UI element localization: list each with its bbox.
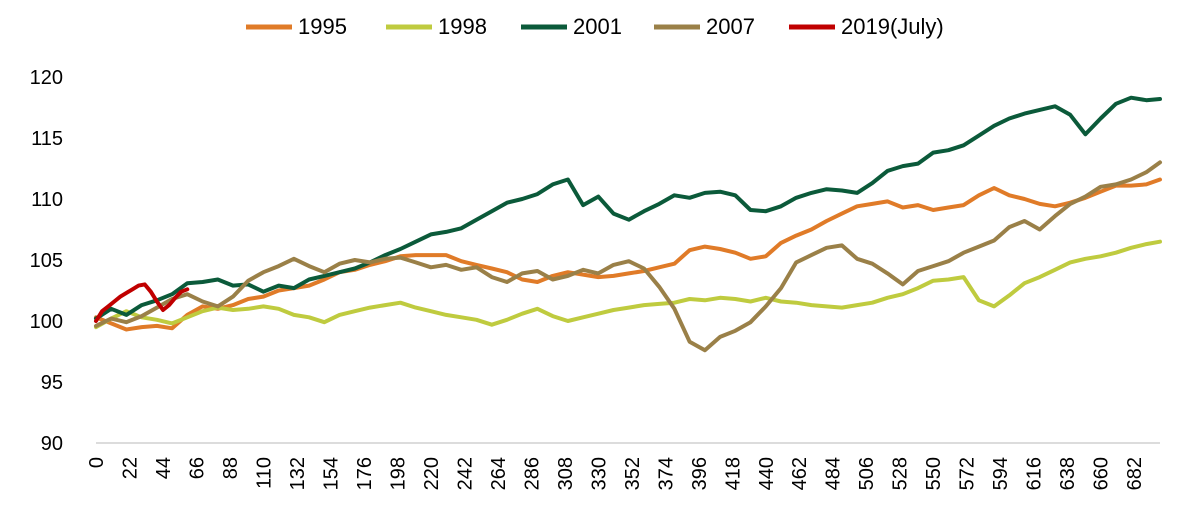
x-tick-label: 396	[689, 457, 711, 490]
x-tick-label: 638	[1057, 457, 1079, 490]
x-tick-label: 594	[990, 457, 1012, 490]
x-tick-label: 264	[488, 457, 510, 490]
x-tick-label: 198	[387, 457, 409, 490]
x-tick-label: 66	[186, 457, 208, 479]
x-tick-label: 616	[1024, 457, 1046, 490]
legend-label-2001: 2001	[573, 14, 622, 39]
y-tick-label: 120	[30, 67, 63, 89]
x-tick-label: 88	[220, 457, 242, 479]
series-line-1995	[94, 177, 1162, 332]
y-tick-label: 110	[31, 189, 63, 211]
x-tick-label: 682	[1124, 457, 1146, 490]
legend-label-1995: 1995	[298, 14, 347, 39]
legend-label-2007: 2007	[706, 14, 755, 39]
x-tick-label: 176	[354, 457, 376, 490]
x-tick-label: 418	[722, 457, 744, 490]
x-tick-label: 220	[421, 457, 443, 490]
x-tick-label: 0	[86, 457, 108, 468]
x-tick-label: 572	[957, 457, 979, 490]
y-tick-label: 100	[30, 311, 63, 333]
x-tick-label: 462	[789, 457, 811, 490]
x-tick-label: 550	[923, 457, 945, 490]
x-tick-label: 132	[287, 457, 309, 490]
y-tick-label: 90	[41, 433, 63, 455]
x-tick-label: 660	[1091, 457, 1113, 490]
series-line-2007	[94, 160, 1162, 353]
x-tick-label: 440	[756, 457, 778, 490]
x-tick-label: 484	[823, 457, 845, 490]
y-tick-label: 115	[31, 128, 63, 150]
x-tick-label: 330	[588, 457, 610, 490]
x-tick-label: 374	[655, 457, 677, 490]
series-line-2001	[94, 95, 1162, 321]
x-tick-label: 528	[890, 457, 912, 490]
x-tick-label: 22	[119, 457, 141, 479]
y-tick-label: 95	[41, 372, 63, 394]
x-tick-label: 506	[856, 457, 878, 490]
series-line-2019-july	[94, 282, 190, 323]
x-tick-label: 286	[521, 457, 543, 490]
chart-legend: 1995 1998 2001 2007 2019(July)	[246, 14, 944, 39]
x-tick-label: 352	[622, 457, 644, 490]
legend-label-1998: 1998	[438, 14, 487, 39]
series-line-1998	[94, 239, 1162, 330]
x-tick-label: 242	[454, 457, 476, 490]
x-tick-label: 44	[153, 457, 175, 479]
y-axis: 90 95 100 105 110 115 120	[30, 67, 63, 455]
legend-label-2019-july: 2019(July)	[841, 14, 944, 39]
y-tick-label: 105	[30, 250, 63, 272]
x-tick-label: 308	[555, 457, 577, 490]
x-axis-ticks: 0 22 44 66 88 110 132 154 176 198 220 242 264 286 308 3…	[86, 457, 1146, 490]
x-tick-label: 110	[253, 457, 275, 489]
series-layer	[94, 95, 1162, 353]
x-tick-label: 154	[320, 457, 342, 490]
